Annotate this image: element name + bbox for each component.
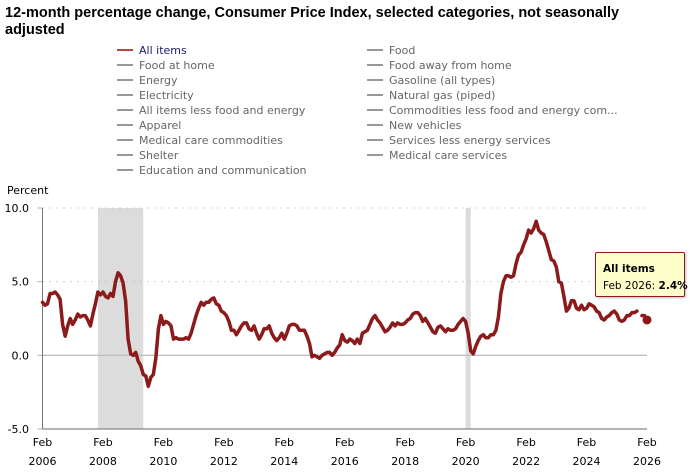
legend-line-icon: [367, 79, 383, 81]
legend-line-icon: [117, 79, 133, 81]
legend-item-energy[interactable]: Energy: [117, 73, 307, 88]
tooltip: All items Feb 2026: 2.4%: [595, 252, 688, 297]
legend-line-icon: [117, 124, 133, 126]
legend-left-column: All items Food at home Energy Electricity Al…: [117, 43, 307, 178]
x-tick-month: Feb: [456, 436, 475, 449]
legend-item-shelter[interactable]: Shelter: [117, 148, 307, 163]
legend-line-icon: [117, 109, 133, 111]
legend-item-gasoline-all-types[interactable]: Gasoline (all types): [367, 73, 618, 88]
recession-band: [97, 208, 144, 429]
x-tick-month: Feb: [275, 436, 294, 449]
legend-item-electricity[interactable]: Electricity: [117, 88, 307, 103]
legend-line-icon: [117, 169, 133, 171]
legend-label: New vehicles: [389, 119, 462, 132]
legend-line-icon: [367, 49, 383, 51]
legend-line-icon: [367, 124, 383, 126]
legend-line-icon: [367, 109, 383, 111]
x-tick-month: Feb: [154, 436, 173, 449]
legend-item-natural-gas-piped[interactable]: Natural gas (piped): [367, 88, 618, 103]
y-tick-label: 5.0: [12, 276, 30, 289]
y-tick-label: 10.0: [5, 202, 30, 215]
series-line-segment: [40, 219, 639, 389]
x-tick-month: Feb: [516, 436, 535, 449]
y-tick-label: -5.0: [8, 423, 29, 436]
legend-label: Shelter: [139, 149, 179, 162]
chart-title: 12-month percentage change, Consumer Pri…: [5, 5, 620, 38]
x-tick-year: 2022: [512, 455, 540, 468]
legend-label: Education and communication: [139, 164, 307, 177]
x-tick-month: Feb: [93, 436, 112, 449]
x-tick-year: 2008: [89, 455, 117, 468]
gridlines: [37, 207, 647, 430]
x-tick-year: 2014: [270, 455, 298, 468]
legend-label: Commodities less food and energy com...: [389, 104, 618, 117]
x-tick-year: 2010: [149, 455, 177, 468]
legend-label: Food away from home: [389, 59, 512, 72]
x-tick-labels: Feb 2006 Feb 2008 Feb 2010 Feb 2012 Feb 2014 Feb 20…: [29, 436, 662, 468]
legend-label: Food at home: [139, 59, 215, 72]
legend-item-medical-care-services[interactable]: Medical care services: [367, 148, 618, 163]
x-tick-month: Feb: [335, 436, 354, 449]
legend-item-commodities-less-food-and-energy-com[interactable]: Commodities less food and energy com...: [367, 103, 618, 118]
legend-line-icon: [117, 139, 133, 141]
legend-item-food-away-from-home[interactable]: Food away from home: [367, 58, 618, 73]
x-tick-month: Feb: [214, 436, 233, 449]
legend-label: Food: [389, 44, 416, 57]
legend-label: Electricity: [139, 89, 194, 102]
legend-label: Natural gas (piped): [389, 89, 496, 102]
tooltip-date: Feb 2026:: [603, 280, 656, 292]
x-tick-year: 2026: [633, 455, 661, 468]
legend-label: Services less energy services: [389, 134, 551, 147]
legend-item-food-at-home[interactable]: Food at home: [117, 58, 307, 73]
highlighted-point[interactable]: [642, 315, 652, 325]
legend-line-icon: [367, 154, 383, 156]
legend-label: Medical care services: [389, 149, 508, 162]
x-tick-month: Feb: [577, 436, 596, 449]
legend-line-icon: [367, 139, 383, 141]
tooltip-body: Feb 2026: 2.4%: [603, 280, 688, 292]
legend-item-food[interactable]: Food: [367, 43, 618, 58]
recession-band: [465, 208, 471, 429]
series-all-items: [40, 219, 652, 389]
x-tick-month: Feb: [33, 436, 52, 449]
legend-item-all-items-less-food-and-energy[interactable]: All items less food and energy: [117, 103, 307, 118]
x-tick-month: Feb: [395, 436, 414, 449]
legend-label: All items less food and energy: [139, 104, 306, 117]
x-tick-year: 2018: [391, 455, 419, 468]
x-tick-year: 2024: [573, 455, 601, 468]
y-tick-labels: 10.0 5.0 0.0 -5.0: [5, 202, 30, 436]
x-tick-year: 2016: [331, 455, 359, 468]
legend-label: Medical care commodities: [139, 134, 283, 147]
legend-line-icon: [117, 94, 133, 96]
tooltip-series: All items: [603, 263, 655, 275]
legend-item-new-vehicles[interactable]: New vehicles: [367, 118, 618, 133]
legend-item-education-and-communication[interactable]: Education and communication: [117, 163, 307, 178]
legend-label: Energy: [139, 74, 178, 87]
legend-label: All items: [139, 44, 187, 57]
tooltip-value: 2.4%: [658, 280, 688, 292]
legend-label: Apparel: [139, 119, 182, 132]
legend-label: Gasoline (all types): [389, 74, 496, 87]
y-tick-label: 0.0: [12, 349, 30, 362]
x-tick-year: 2012: [210, 455, 238, 468]
legend-line-icon: [117, 49, 133, 51]
x-tick-year: 2006: [29, 455, 57, 468]
y-axis-label: Percent: [7, 184, 49, 197]
x-tick-month: Feb: [637, 436, 656, 449]
legend-item-medical-care-commodities[interactable]: Medical care commodities: [117, 133, 307, 148]
legend-item-apparel[interactable]: Apparel: [117, 118, 307, 133]
legend-item-services-less-energy-services[interactable]: Services less energy services: [367, 133, 618, 148]
legend-line-icon: [367, 64, 383, 66]
legend-line-icon: [117, 154, 133, 156]
legend-line-icon: [367, 94, 383, 96]
legend-line-icon: [117, 64, 133, 66]
legend-item-all-items[interactable]: All items: [117, 43, 307, 58]
legend-right-column: Food Food away from home Gasoline (all typ…: [367, 43, 618, 163]
x-tick-year: 2020: [452, 455, 480, 468]
recession-bands: [97, 208, 471, 429]
